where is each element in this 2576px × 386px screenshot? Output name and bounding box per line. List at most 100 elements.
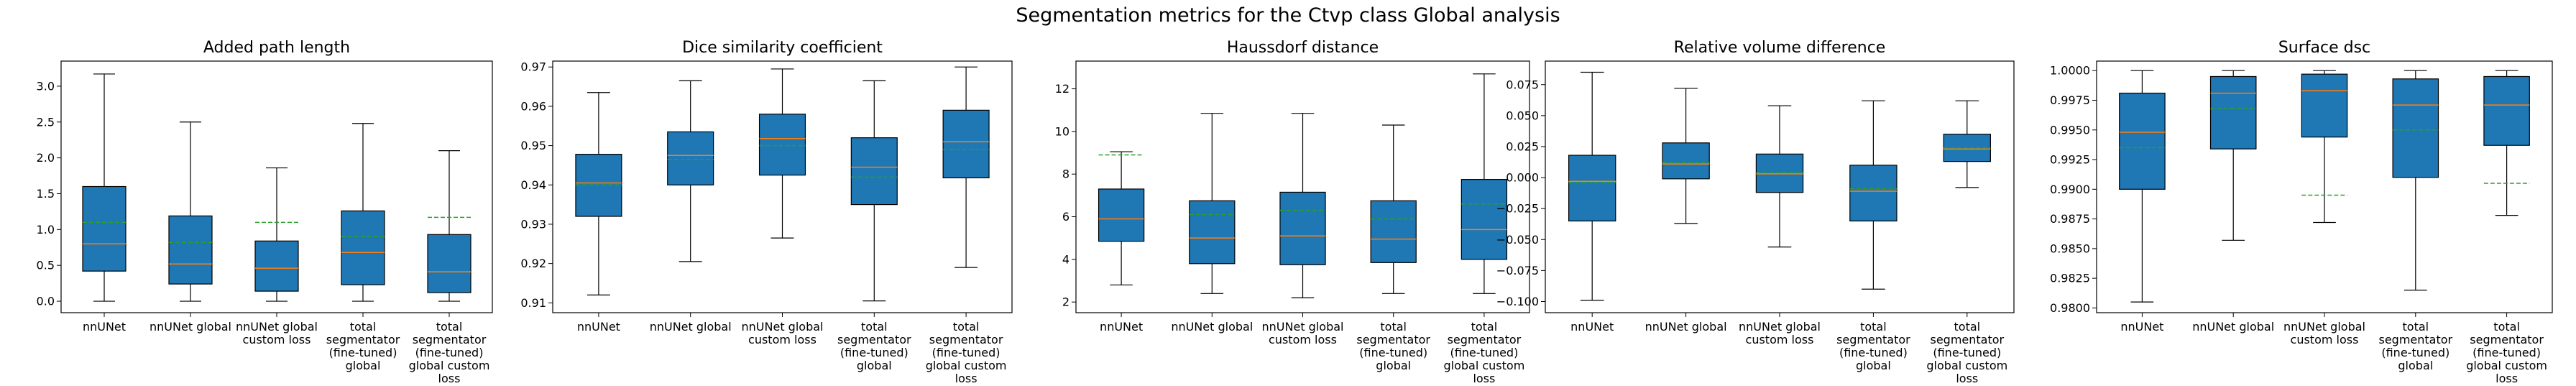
iqr-box <box>758 114 806 176</box>
iqr-box <box>1189 200 1236 265</box>
x-tick-label: total segmentator (fine-tuned) global <box>2378 320 2452 372</box>
x-tick-label-line: global custom <box>1443 359 1524 372</box>
x-tick-label-line: (fine-tuned) <box>1359 346 1427 359</box>
y-tick-label: 0.94 <box>520 178 546 192</box>
x-tick-label-line: loss <box>1956 372 1978 385</box>
x-tick-label: nnUNet global <box>2192 320 2274 334</box>
x-tick-label-line: (fine-tuned) <box>415 346 484 359</box>
y-tick-label: 0.9825 <box>2050 272 2090 285</box>
iqr-box <box>2392 78 2439 178</box>
x-tick-label-line: (fine-tuned) <box>2381 346 2450 359</box>
x-tick-label-line: global <box>857 359 892 372</box>
x-tick-label-line: segmentator <box>2378 333 2452 346</box>
x-tick-label: nnUNet global <box>1645 320 1727 334</box>
box-1 <box>2119 70 2166 303</box>
x-tick-label-line: global custom <box>926 359 1007 372</box>
x-tick-label: total segmentator (fine-tuned) global custo… <box>1926 320 2007 385</box>
axes-frame <box>2096 60 2553 313</box>
y-tick-label: 0.075 <box>1506 78 1539 91</box>
box-3 <box>2301 70 2348 224</box>
subplot-title: Haussdorf distance <box>1227 39 1379 57</box>
y-tick-label: 0.95 <box>520 139 546 152</box>
x-tick-label-line: loss <box>2496 372 2518 385</box>
x-tick-label-line: nnUNet global <box>1739 320 1821 334</box>
subplot-title: Dice similarity coefficient <box>682 39 883 57</box>
subplot-2: Dice similarity coefficient 0.91 0.92 0.93 0… <box>520 39 1013 385</box>
axes-frame <box>1545 60 2015 313</box>
x-tick-label-line: custom loss <box>2291 333 2359 346</box>
axes-frame <box>1075 60 1530 313</box>
x-tick-label-line: total <box>861 320 888 334</box>
x-tick-label-line: total <box>2493 320 2520 334</box>
x-tick-label-line: global custom <box>409 359 490 372</box>
iqr-box <box>341 210 385 285</box>
x-tick-label: total segmentator (fine-tuned) global custo… <box>926 320 1007 385</box>
x-tick-label-line: total <box>953 320 980 334</box>
subplot-3: Haussdorf distance 2 4 6 8 10 12 nnUNet nnUNet g… <box>1055 39 1530 385</box>
box-2 <box>1189 113 1236 294</box>
figure-suptitle: Segmentation metrics for the Ctvp class … <box>1016 4 1560 27</box>
x-tick-label-line: (fine-tuned) <box>329 346 397 359</box>
x-tick-label: total segmentator (fine-tuned) global <box>1836 320 1910 372</box>
box-4 <box>1849 100 1898 290</box>
x-tick-label-line: (fine-tuned) <box>1933 346 2001 359</box>
x-tick-label-line: nnUNet global <box>2283 320 2365 334</box>
x-tick-label-line: global custom <box>2466 359 2547 372</box>
x-tick-label-line: nnUNet global <box>2192 320 2274 334</box>
y-tick-label: −0.050 <box>1496 233 1539 247</box>
iqr-box <box>2119 92 2166 190</box>
x-tick-label-line: nnUNet <box>1570 320 1614 334</box>
y-tick-label: 0.9900 <box>2050 183 2090 196</box>
x-tick-label-line: (fine-tuned) <box>1839 346 1908 359</box>
axes-frame <box>552 60 1013 313</box>
box-4 <box>1370 124 1417 294</box>
x-tick-label: total segmentator (fine-tuned) global <box>1356 320 1430 372</box>
iqr-box <box>2209 75 2257 150</box>
x-tick-label: total segmentator (fine-tuned) global <box>326 320 400 372</box>
y-tick-label: 0.96 <box>520 99 546 113</box>
y-tick-label: 0.9950 <box>2050 123 2090 137</box>
y-tick-label: 12 <box>1055 82 1070 96</box>
axes-frame <box>60 60 493 313</box>
x-tick-label: total segmentator (fine-tuned) global custo… <box>409 320 490 385</box>
iqr-box <box>1662 142 1710 180</box>
x-tick-label-line: custom loss <box>1746 333 1814 346</box>
x-tick-label-line: nnUNet global <box>742 320 824 334</box>
x-tick-label: nnUNet <box>83 320 126 334</box>
x-tick-label: nnUNet global <box>650 320 732 334</box>
box-3 <box>254 167 299 302</box>
box-2 <box>2209 70 2257 241</box>
y-tick-label: 0.0 <box>37 295 55 308</box>
x-tick-label-line: total <box>350 320 377 334</box>
box-3 <box>1279 113 1326 298</box>
x-tick-label-line: segmentator <box>1356 333 1430 346</box>
iqr-box <box>1568 155 1616 222</box>
box-2 <box>1662 88 1710 224</box>
y-tick-label: 0.9975 <box>2050 93 2090 107</box>
iqr-box <box>850 137 898 206</box>
box-1 <box>1568 71 1616 301</box>
y-tick-label: 3.0 <box>37 79 55 93</box>
y-tick-label: 4 <box>1062 252 1070 266</box>
x-tick-label: nnUNet global <box>150 320 231 334</box>
iqr-box <box>667 131 714 185</box>
x-tick-label: nnUNet <box>577 320 620 334</box>
y-tick-label: 0.9925 <box>2050 153 2090 167</box>
y-tick-label: 1.5 <box>37 187 55 201</box>
iqr-box <box>1755 153 1804 193</box>
x-tick-label-line: (fine-tuned) <box>840 346 908 359</box>
x-tick-label-line: nnUNet global <box>1645 320 1727 334</box>
iqr-box <box>1098 188 1145 242</box>
y-tick-label: 0.000 <box>1506 171 1539 185</box>
iqr-box <box>427 234 472 293</box>
x-tick-label-line: nnUNet <box>577 320 620 334</box>
x-tick-label-line: segmentator <box>413 333 487 346</box>
iqr-box <box>168 215 213 285</box>
y-tick-label: 2.5 <box>37 115 55 129</box>
x-tick-label-line: global <box>1856 359 1891 372</box>
box-2 <box>667 80 714 262</box>
x-tick-label-line: total <box>1954 320 1981 334</box>
x-tick-label: total segmentator (fine-tuned) global <box>837 320 911 372</box>
box-4 <box>2392 70 2439 291</box>
